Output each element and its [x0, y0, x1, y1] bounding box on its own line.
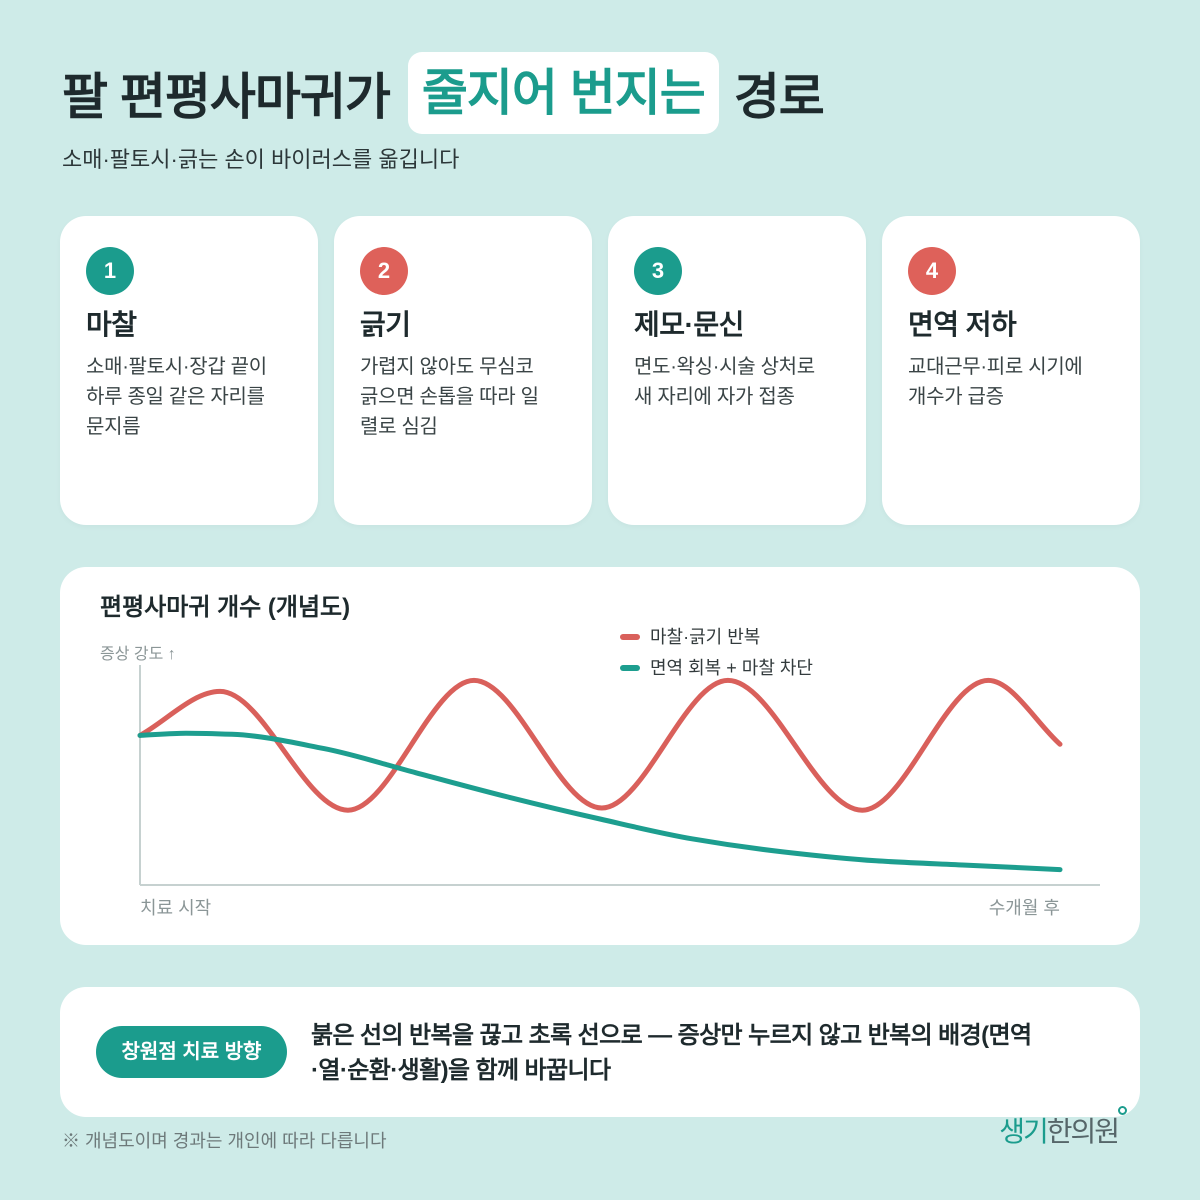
- card-description-line: 문지름: [86, 416, 141, 438]
- logo-circle-mark: [1118, 1106, 1127, 1115]
- step-number-badge: 2: [360, 247, 408, 295]
- step-number-badge: 1: [86, 247, 134, 295]
- series-line-immune-recovery: [137, 730, 1063, 873]
- treatment-direction-line: ·열·순환·생활)을 함께 바꿉니다: [311, 1057, 611, 1084]
- disclaimer-note: ※ 개념도이며 경과는 개인에 따라 다릅니다: [62, 1131, 387, 1151]
- card-description-line: 면도·왁싱·시술 상처로: [634, 356, 815, 378]
- card-description-line: 하루 종일 같은 자리를: [86, 386, 265, 408]
- card-description: 소매·팔토시·장갑 끝이 하루 종일 같은 자리를 문지름: [86, 352, 267, 442]
- route-card-friction: 1 마찰 소매·팔토시·장갑 끝이 하루 종일 같은 자리를 문지름: [60, 216, 318, 525]
- treatment-direction-line: 붉은 선의 반복을 끊고 초록 선으로 — 증상만 누르지 않고 반복의 배경(…: [311, 1022, 1032, 1049]
- title-suffix: 경로: [733, 69, 825, 125]
- card-title: 마찰: [86, 309, 137, 340]
- clinic-logo: 생기한의원: [999, 1114, 1120, 1150]
- card-description: 교대근무·피로 시기에 개수가 급증: [908, 352, 1083, 412]
- title-highlight: 줄지어 번지는: [407, 52, 719, 134]
- card-description-line: 소매·팔토시·장갑 끝이: [86, 356, 267, 378]
- card-description-line: 교대근무·피로 시기에: [908, 356, 1083, 378]
- route-card-immune-decline: 4 면역 저하 교대근무·피로 시기에 개수가 급증: [882, 216, 1140, 525]
- card-title: 제모·문신: [634, 309, 744, 340]
- card-title: 긁기: [360, 309, 411, 340]
- card-title: 면역 저하: [908, 309, 1017, 340]
- card-description-line: 개수가 급증: [908, 386, 1004, 408]
- step-number-badge: 4: [908, 247, 956, 295]
- legend-swatch-teal: [620, 664, 640, 671]
- treatment-direction-panel: 창원점 치료 방향 붉은 선의 반복을 끊고 초록 선으로 — 증상만 누르지 …: [60, 987, 1140, 1117]
- card-description: 가렵지 않아도 무심코 긁으면 손톱을 따라 일 렬로 심김: [360, 352, 539, 442]
- chart-title: 편평사마귀 개수 (개념도): [100, 594, 351, 621]
- logo-text-saenggi: 생기: [999, 1116, 1049, 1147]
- x-tick-label-start: 치료 시작: [140, 898, 212, 918]
- card-description-line: 가렵지 않아도 무심코: [360, 356, 534, 378]
- legend-item-immune-recovery: 면역 회복 + 마찰 차단: [620, 652, 813, 683]
- chart-panel: 편평사마귀 개수 (개념도) 증상 강도 ↑ 마찰·긁기 반복 면역 회복 + …: [60, 567, 1140, 945]
- treatment-direction-text: 붉은 선의 반복을 끊고 초록 선으로 — 증상만 누르지 않고 반복의 배경(…: [311, 1018, 1032, 1088]
- route-card-hair-removal-tattoo: 3 제모·문신 면도·왁싱·시술 상처로 새 자리에 자가 접종: [608, 216, 866, 525]
- title-text: 팔 편평사마귀가: [62, 69, 391, 125]
- legend-item-friction-scratch: 마찰·긁기 반복: [620, 621, 813, 652]
- step-number-badge: 3: [634, 247, 682, 295]
- legend-label: 면역 회복 + 마찰 차단: [650, 657, 813, 678]
- page-title: 팔 편평사마귀가 줄지어 번지는 경로: [62, 52, 825, 134]
- line-chart: [137, 665, 1100, 886]
- legend-swatch-red: [620, 633, 640, 640]
- card-description-line: 긁으면 손톱을 따라 일: [360, 386, 539, 408]
- chart-legend: 마찰·긁기 반복 면역 회복 + 마찰 차단: [620, 621, 813, 683]
- series-line-friction-scratch-repeat: [137, 677, 1063, 813]
- y-axis-label: 증상 강도 ↑: [100, 646, 176, 663]
- card-description: 면도·왁싱·시술 상처로 새 자리에 자가 접종: [634, 352, 815, 412]
- x-tick-label-end: 수개월 후: [988, 898, 1060, 918]
- card-description-line: 렬로 심김: [360, 416, 438, 438]
- route-card-scratching: 2 긁기 가렵지 않아도 무심코 긁으면 손톱을 따라 일 렬로 심김: [334, 216, 592, 525]
- logo-text-hanuiwon: 한의원: [1046, 1116, 1120, 1147]
- legend-label: 마찰·긁기 반복: [650, 626, 761, 647]
- card-description-line: 새 자리에 자가 접종: [634, 386, 795, 408]
- treatment-direction-badge: 창원점 치료 방향: [96, 1026, 287, 1078]
- page-subtitle: 소매·팔토시·긁는 손이 바이러스를 옮깁니다: [62, 147, 460, 172]
